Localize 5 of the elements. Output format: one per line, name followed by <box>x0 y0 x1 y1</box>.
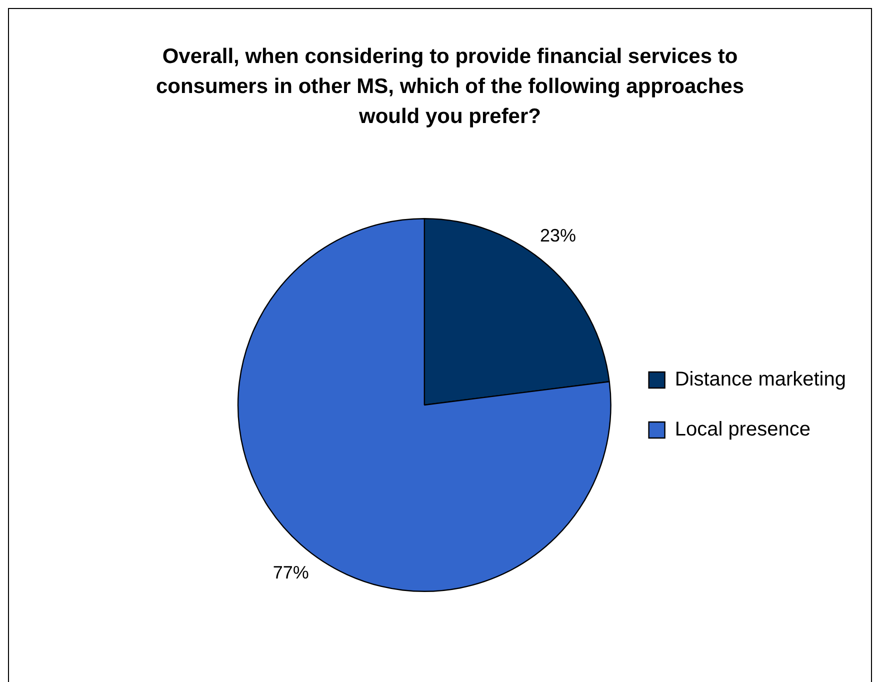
legend-label: Local presence <box>674 418 810 441</box>
data-label: 23% <box>540 226 576 246</box>
chart-title: Overall, when considering to provide financial services to consumers in other MS, which of the following approaches would you prefer? <box>154 44 746 130</box>
data-label: 77% <box>272 562 309 582</box>
legend-label: Distance marketing <box>674 368 846 391</box>
